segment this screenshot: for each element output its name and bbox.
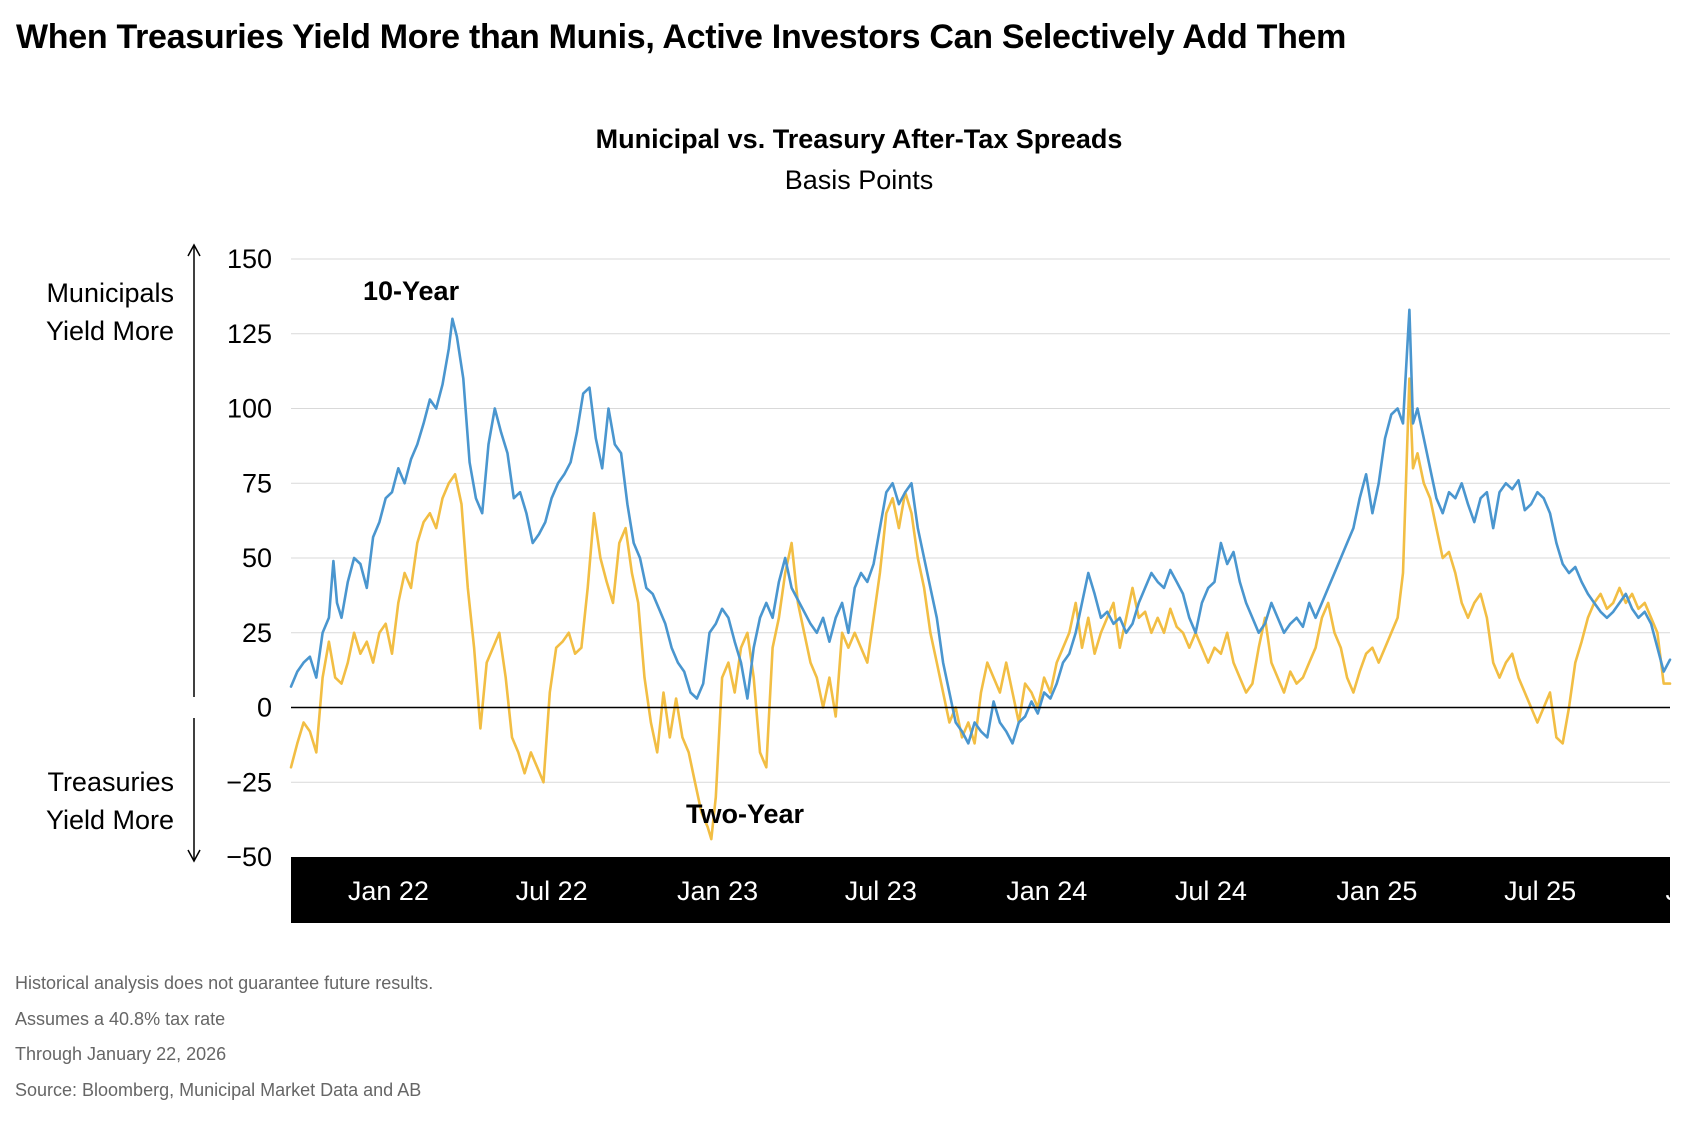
series-lines (289, 308, 1672, 841)
axis-annotations: Municipals Yield More Treasuries Yield More (46, 243, 201, 863)
up-arrow-icon (187, 243, 201, 257)
series-line-two-year (289, 377, 1672, 841)
x-tick-label: Jan 22 (348, 876, 429, 906)
annotation-municipals-yield-more: Municipals (46, 278, 174, 308)
x-tick-label: Jan 25 (1336, 876, 1417, 906)
y-tick-label: 150 (227, 244, 272, 274)
x-tick-label: Jul 24 (1175, 876, 1247, 906)
series-label-two-year: Two-Year (686, 799, 805, 829)
series-labels: 10-Year Two-Year (363, 276, 805, 829)
x-tick-label: Jul 22 (516, 876, 588, 906)
footnote-tax-rate: Assumes a 40.8% tax rate (15, 1008, 226, 1029)
x-axis-band: Jan 22 Jul 22 Jan 23 Jul 23 Jan 24 Jul 24 Jan … (291, 857, 1690, 923)
headline: When Treasuries Yield More than Munis, A… (16, 18, 1347, 56)
y-tick-label: 25 (242, 618, 272, 648)
x-axis-band-background (291, 857, 1670, 923)
y-tick-label: −25 (226, 767, 272, 797)
y-tick-label: 50 (242, 543, 272, 573)
chart-title: Municipal vs. Treasury After-Tax Spreads (596, 124, 1123, 154)
y-tick-label: 125 (227, 319, 272, 349)
annotation-municipals-yield-more: Yield More (46, 316, 174, 346)
grid-lines (291, 258, 1670, 783)
y-axis-tick-labels: 150 125 100 75 50 25 0 −25 −50 (226, 244, 272, 872)
y-tick-label: 75 (242, 468, 272, 498)
y-tick-label: 100 (227, 394, 272, 424)
footnote-date: Through January 22, 2026 (15, 1044, 227, 1064)
y-tick-label: −50 (226, 842, 272, 872)
series-label-10-year: 10-Year (363, 276, 460, 306)
chart-subtitle: Basis Points (785, 165, 934, 195)
footnotes: Historical analysis does not guarantee f… (15, 966, 433, 1108)
down-arrow-icon (187, 849, 201, 863)
footnote-disclaimer: Historical analysis does not guarantee f… (15, 973, 434, 993)
annotation-treasuries-yield-more: Treasuries (47, 767, 174, 797)
footnote-source: Source: Bloomberg, Municipal Market Data… (15, 1079, 422, 1100)
series-line-10-year (289, 308, 1672, 745)
x-tick-label: Jan 24 (1006, 876, 1087, 906)
x-tick-label: Jul 25 (1504, 876, 1576, 906)
x-tick-label: Jan 26 (1666, 876, 1690, 906)
x-tick-label: Jan 23 (677, 876, 758, 906)
x-tick-label: Jul 23 (845, 876, 917, 906)
y-tick-label: 0 (257, 693, 272, 723)
annotation-treasuries-yield-more: Yield More (46, 805, 174, 835)
